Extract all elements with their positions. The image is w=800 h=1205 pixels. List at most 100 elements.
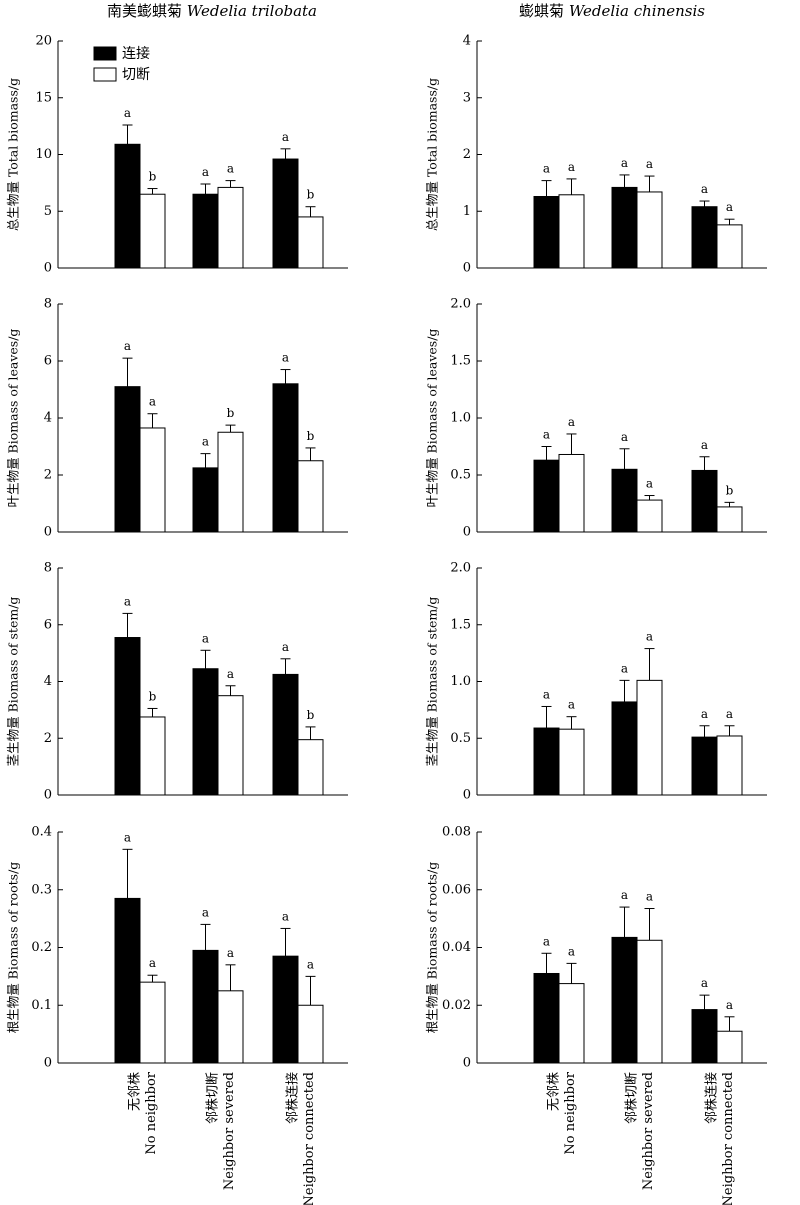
panel-1: 0 5 10 15 20 总生物量 Total biomass/g a a a b a b	[6, 34, 348, 276]
x-category-label: 邻株切断Neighbor severed	[206, 1072, 237, 1190]
y-axis-title: 总生物量 Total biomass/g	[6, 78, 21, 231]
y-tick-label: 6	[44, 354, 52, 369]
y-tick-label: 2	[44, 731, 52, 746]
significance-letter: a	[701, 182, 708, 196]
significance-letter: a	[149, 956, 156, 970]
significance-letter: a	[543, 162, 550, 176]
significance-letter: b	[227, 406, 235, 420]
bar-connected	[691, 1009, 718, 1064]
x-category-label: 无邻株No neighbor	[547, 1071, 578, 1154]
significance-letter: a	[701, 707, 708, 721]
bar-connected	[192, 467, 219, 533]
bar-connected	[272, 673, 299, 796]
bar-severed	[558, 194, 585, 269]
significance-letter: a	[282, 130, 289, 144]
bar-severed	[297, 216, 324, 269]
y-tick-label: 8	[44, 561, 52, 576]
significance-letter: a	[202, 165, 209, 179]
x-category-label: 邻株连接Neighbor connected	[704, 1072, 736, 1205]
legend-label: 切断	[122, 67, 150, 83]
significance-letter: a	[543, 687, 550, 701]
bar-connected	[611, 701, 638, 796]
y-tick-label: 0.4	[31, 825, 52, 840]
y-tick-label: 0.06	[442, 882, 471, 897]
y-tick-label: 1	[463, 204, 471, 219]
y-tick-label: 20	[35, 34, 52, 49]
y-tick-label: 2.0	[450, 297, 471, 312]
y-tick-label: 1.5	[450, 617, 471, 632]
significance-letter: a	[227, 667, 234, 681]
significance-letter: b	[149, 689, 157, 703]
y-tick-label: 5	[44, 204, 52, 219]
bar-severed	[558, 453, 585, 533]
y-tick-label: 2	[44, 468, 52, 483]
panel-6: 0 0.5 1.0 1.5 2.0 茎生物量 Biomass of stem/g a a a a a…	[425, 561, 767, 803]
legend-label: 连接	[122, 45, 150, 62]
significance-letter: b	[307, 188, 315, 202]
bar-severed	[297, 1004, 324, 1064]
bar-severed	[139, 193, 166, 269]
y-tick-label: 0.5	[450, 731, 471, 746]
bar-severed	[636, 939, 663, 1064]
bar-connected	[533, 727, 560, 796]
significance-letter: a	[701, 438, 708, 452]
bar-severed	[217, 695, 244, 796]
significance-letter: b	[307, 429, 315, 443]
significance-letter: a	[568, 944, 575, 958]
x-category-labels: 无邻株No neighbor 邻株切断Neighbor severed 邻株连接Ne…	[128, 1071, 736, 1205]
bar-connected	[611, 936, 638, 1064]
panel-3: 0 2 4 6 8 叶生物量 Biomass of leaves/g a a a a b b	[6, 297, 348, 540]
bar-connected	[611, 468, 638, 533]
bar-severed	[716, 1030, 743, 1064]
significance-letter: a	[568, 160, 575, 174]
significance-letter: a	[282, 351, 289, 365]
panel-5: 0 2 4 6 8 茎生物量 Biomass of stem/g a a a b a b	[6, 561, 348, 803]
bar-connected	[114, 143, 141, 269]
bar-severed	[217, 990, 244, 1064]
y-tick-label: 0.04	[442, 940, 471, 955]
significance-letter: a	[726, 200, 733, 214]
bar-severed	[139, 427, 166, 533]
significance-letter: a	[124, 339, 131, 353]
significance-letter: a	[726, 998, 733, 1012]
significance-letter: a	[646, 890, 653, 904]
y-tick-label: 0	[44, 788, 52, 803]
panel-8: 0 0.02 0.04 0.06 0.08 根生物量 Biomass of roots/g…	[425, 825, 767, 1071]
y-tick-label: 0	[463, 525, 471, 540]
y-tick-label: 0.5	[450, 468, 471, 483]
y-axis-title: 茎生物量 Biomass of stem/g	[425, 597, 440, 767]
panel-2: 0 1 2 3 4 总生物量 Total biomass/g a a a a a a	[425, 34, 767, 276]
bar-severed	[716, 735, 743, 796]
y-tick-label: 0	[463, 1056, 471, 1071]
bar-connected	[691, 469, 718, 533]
bar-connected	[114, 637, 141, 796]
bar-severed	[636, 499, 663, 533]
bar-connected	[114, 897, 141, 1064]
bar-connected	[691, 736, 718, 796]
bar-severed	[716, 224, 743, 269]
title-right: 蟛蜞菊 Wedelia chinensis	[519, 2, 705, 20]
y-tick-label: 0.1	[31, 998, 52, 1013]
bar-connected	[533, 972, 560, 1064]
significance-letter: a	[646, 477, 653, 491]
bar-severed	[139, 981, 166, 1064]
significance-letter: b	[726, 483, 734, 497]
significance-letter: b	[307, 708, 315, 722]
bar-connected	[192, 668, 219, 796]
y-tick-label: 0	[44, 261, 52, 276]
bar-severed	[636, 191, 663, 269]
y-axis-title: 根生物量 Biomass of roots/g	[6, 862, 21, 1034]
y-tick-label: 4	[44, 411, 52, 426]
significance-letter: a	[621, 156, 628, 170]
y-axis-title: 叶生物量 Biomass of leaves/g	[6, 329, 21, 508]
y-axis-title: 根生物量 Biomass of roots/g	[425, 862, 440, 1034]
bar-connected	[192, 949, 219, 1064]
y-tick-label: 0.2	[31, 940, 52, 955]
bar-severed	[217, 431, 244, 533]
title-left: 南美蟛蜞菊 Wedelia trilobata	[107, 2, 317, 20]
x-category-label: 无邻株No neighbor	[128, 1071, 159, 1154]
y-tick-label: 1.0	[450, 411, 471, 426]
